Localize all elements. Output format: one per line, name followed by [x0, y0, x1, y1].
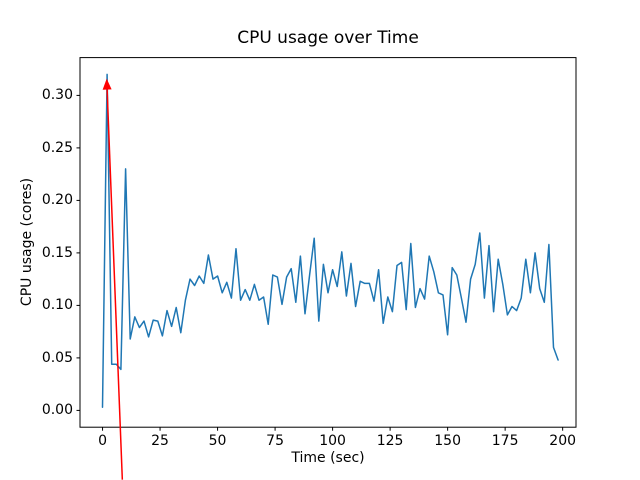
x-tick-label: 25 — [151, 433, 169, 449]
annotation-arrow-line — [106, 89, 124, 480]
x-tick-label: 0 — [98, 433, 107, 449]
x-tick-label: 175 — [491, 433, 519, 449]
chart-title: CPU usage over Time — [237, 28, 419, 48]
x-tick-label: 50 — [208, 433, 227, 449]
axes-frame — [79, 57, 577, 428]
annotation-arrow-head — [102, 78, 112, 90]
x-tick-label: 100 — [319, 433, 346, 449]
y-tick-label: 0.10 — [41, 297, 73, 314]
y-tick-label: 0.20 — [41, 192, 73, 209]
cpu-usage-line — [101, 73, 559, 409]
y-tick-label: 0.30 — [41, 87, 73, 104]
x-tick-label: 75 — [266, 433, 284, 449]
y-tick-label: 0.15 — [41, 244, 73, 261]
x-axis-label: Time (sec) — [291, 450, 365, 466]
y-tick-label: 0.05 — [41, 349, 73, 366]
y-tick-label: 0.00 — [41, 402, 73, 419]
x-tick-label: 200 — [549, 433, 577, 449]
x-tick-label: 150 — [434, 433, 461, 449]
x-tick-label: 125 — [376, 433, 404, 449]
y-tick-label: 0.25 — [41, 139, 73, 156]
